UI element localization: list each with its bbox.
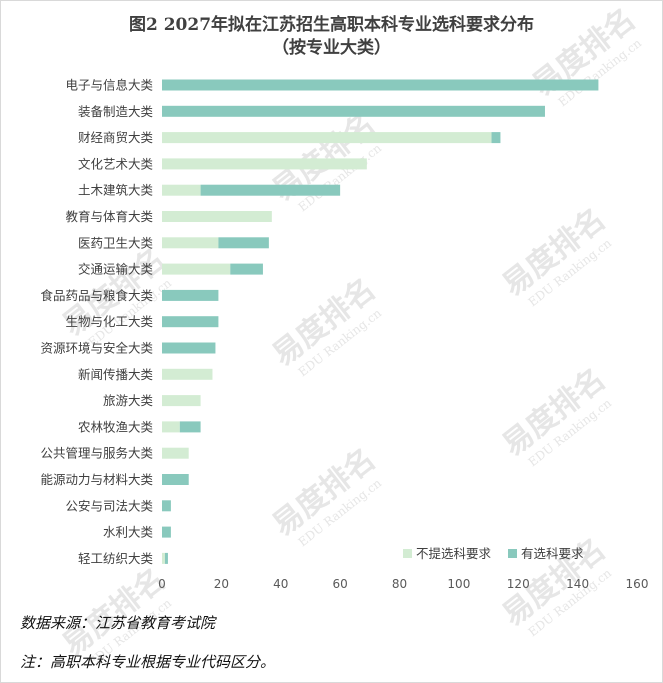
category-label: 交通运输大类	[78, 262, 154, 277]
category-label: 新闻传播大类	[78, 367, 154, 382]
legend-layer: 不提选科要求 有选科要求	[403, 546, 584, 561]
footnote: 注：高职本科专业根据专业代码区分。	[20, 653, 276, 671]
bar-with-requirement	[162, 79, 599, 91]
category-label: 装备制造大类	[78, 104, 154, 119]
x-axis-layer: 0 20 40 60 80 100 120 140 160	[158, 577, 648, 591]
bar-with-requirement	[162, 105, 545, 117]
bar-with-requirement	[162, 526, 171, 538]
bar-with-requirement	[179, 421, 201, 433]
category-label: 食品药品与粮食大类	[40, 288, 153, 303]
source-note: 数据来源：江苏省教育考试院	[20, 614, 216, 632]
category-label: 生物与化工大类	[65, 314, 153, 329]
category-label: 旅游大类	[103, 393, 154, 408]
bar-no-requirement	[162, 447, 189, 459]
bar-no-requirement	[162, 237, 219, 249]
bar-no-requirement	[162, 552, 165, 564]
x-tick-label: 80	[392, 577, 407, 591]
category-label: 能源动力与材料大类	[40, 472, 153, 487]
category-label: 农林牧渔大类	[78, 419, 154, 434]
x-tick-label: 160	[626, 577, 649, 591]
category-label: 公共管理与服务大类	[40, 446, 153, 461]
legend-label-with-requirement: 有选科要求	[521, 546, 584, 561]
bar-no-requirement	[162, 263, 231, 275]
bar-with-requirement	[162, 500, 171, 512]
category-label: 轻工纺织大类	[78, 551, 154, 566]
category-label: 文化艺术大类	[78, 156, 154, 171]
category-label: 公安与司法大类	[65, 498, 153, 513]
bar-no-requirement	[162, 421, 180, 433]
category-label: 电子与信息大类	[65, 78, 153, 93]
x-tick-label: 140	[566, 577, 589, 591]
chart-title: 图2 2027年拟在江苏招生高职本科专业选科要求分布	[128, 15, 535, 35]
bar-with-requirement	[162, 474, 189, 485]
bar-with-requirement	[491, 132, 501, 144]
category-labels-layer: 电子与信息大类装备制造大类财经商贸大类文化艺术大类土木建筑大类教育与体育大类医药…	[40, 78, 153, 566]
category-label: 医药卫生大类	[78, 235, 154, 250]
legend-swatch-with-requirement	[508, 549, 517, 558]
bar-with-requirement	[164, 552, 168, 564]
category-label: 财经商贸大类	[78, 130, 154, 145]
category-label: 土木建筑大类	[78, 183, 154, 198]
chart-subtitle: （按专业大类）	[272, 38, 391, 58]
bar-no-requirement	[162, 132, 492, 144]
category-label: 教育与体育大类	[65, 209, 153, 224]
legend-label-no-requirement: 不提选科要求	[416, 546, 492, 561]
x-tick-label: 60	[332, 577, 347, 591]
bar-with-requirement	[218, 237, 269, 249]
bar-with-requirement	[162, 289, 219, 301]
bar-no-requirement	[162, 368, 213, 380]
bar-no-requirement	[162, 395, 201, 407]
x-tick-label: 100	[447, 577, 470, 591]
bar-no-requirement	[162, 184, 201, 196]
chart-title-block: 图2 2027年拟在江苏招生高职本科专业选科要求分布 （按专业大类）	[0, 14, 663, 60]
bars-layer	[162, 79, 599, 564]
x-tick-label: 0	[158, 577, 166, 591]
x-tick-label: 20	[214, 577, 229, 591]
x-tick-label: 120	[507, 577, 530, 591]
x-tick-label: 40	[273, 577, 288, 591]
category-label: 资源环境与安全大类	[40, 341, 153, 356]
bar-no-requirement	[162, 211, 272, 222]
bar-with-requirement	[200, 184, 341, 196]
bar-no-requirement	[162, 158, 367, 170]
legend-swatch-no-requirement	[403, 549, 412, 558]
category-label: 水利大类	[103, 525, 154, 540]
bar-with-requirement	[162, 342, 216, 354]
bar-with-requirement	[230, 263, 263, 275]
bar-with-requirement	[162, 316, 219, 328]
